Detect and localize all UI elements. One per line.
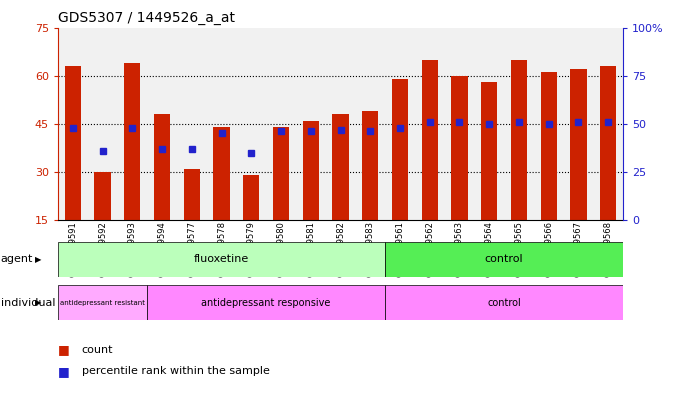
Bar: [58, 28, 88, 220]
Bar: [452, 75, 468, 220]
Bar: [58, 242, 385, 277]
Text: control: control: [487, 298, 521, 308]
Bar: [481, 82, 497, 220]
Bar: [362, 111, 379, 220]
Bar: [355, 28, 385, 220]
Bar: [124, 63, 140, 220]
Bar: [422, 60, 438, 220]
Bar: [236, 28, 266, 220]
Bar: [177, 28, 206, 220]
Bar: [332, 114, 349, 220]
Bar: [385, 28, 415, 220]
Bar: [385, 242, 623, 277]
Bar: [88, 28, 117, 220]
Text: antidepressant resistant: antidepressant resistant: [60, 299, 145, 306]
Text: percentile rank within the sample: percentile rank within the sample: [82, 366, 270, 376]
Bar: [296, 28, 326, 220]
Bar: [65, 66, 81, 220]
Text: fluoxetine: fluoxetine: [194, 254, 249, 264]
Bar: [504, 28, 534, 220]
Bar: [58, 285, 147, 320]
Bar: [95, 172, 111, 220]
Bar: [593, 28, 623, 220]
Bar: [213, 127, 229, 220]
Text: ▶: ▶: [35, 255, 42, 264]
Bar: [600, 66, 616, 220]
Bar: [206, 28, 236, 220]
Text: ■: ■: [58, 365, 69, 378]
Bar: [154, 114, 170, 220]
Text: ▶: ▶: [35, 298, 42, 307]
Bar: [273, 127, 289, 220]
Bar: [385, 285, 623, 320]
Text: antidepressant responsive: antidepressant responsive: [202, 298, 331, 308]
Text: agent: agent: [1, 254, 33, 264]
Text: count: count: [82, 345, 113, 355]
Bar: [326, 28, 355, 220]
Bar: [302, 121, 319, 220]
Bar: [147, 285, 385, 320]
Bar: [541, 72, 557, 220]
Bar: [564, 28, 593, 220]
Bar: [415, 28, 445, 220]
Text: control: control: [485, 254, 524, 264]
Text: ■: ■: [58, 343, 69, 356]
Bar: [570, 69, 586, 220]
Bar: [445, 28, 475, 220]
Bar: [392, 79, 408, 220]
Bar: [266, 28, 296, 220]
Bar: [511, 60, 527, 220]
Text: individual: individual: [1, 298, 55, 308]
Bar: [184, 169, 200, 220]
Text: GDS5307 / 1449526_a_at: GDS5307 / 1449526_a_at: [58, 11, 235, 25]
Bar: [147, 28, 177, 220]
Bar: [243, 175, 259, 220]
Bar: [117, 28, 147, 220]
Bar: [475, 28, 504, 220]
Bar: [534, 28, 564, 220]
